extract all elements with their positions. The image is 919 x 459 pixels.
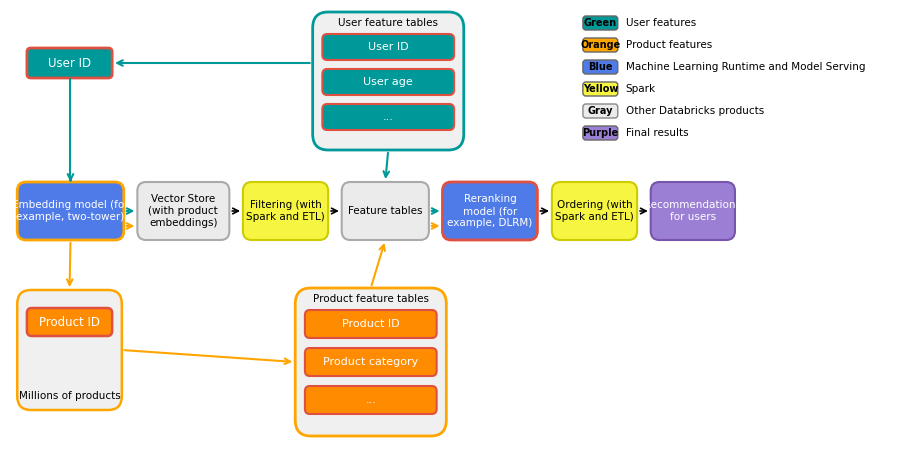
Text: Vector Store
(with product
embeddings): Vector Store (with product embeddings) bbox=[148, 194, 218, 229]
Text: Product category: Product category bbox=[323, 357, 418, 367]
FancyBboxPatch shape bbox=[322, 69, 454, 95]
Text: Yellow: Yellow bbox=[582, 84, 618, 94]
Text: User ID: User ID bbox=[368, 42, 408, 52]
FancyBboxPatch shape bbox=[27, 48, 112, 78]
Text: Gray: Gray bbox=[587, 106, 612, 116]
Text: Spark: Spark bbox=[625, 84, 655, 94]
FancyBboxPatch shape bbox=[583, 104, 617, 118]
FancyBboxPatch shape bbox=[583, 16, 617, 30]
FancyBboxPatch shape bbox=[583, 82, 617, 96]
FancyBboxPatch shape bbox=[243, 182, 328, 240]
FancyBboxPatch shape bbox=[322, 34, 454, 60]
FancyBboxPatch shape bbox=[442, 182, 537, 240]
Text: Blue: Blue bbox=[587, 62, 612, 72]
Text: Millions of products: Millions of products bbox=[18, 391, 120, 401]
Text: Filtering (with
Spark and ETL): Filtering (with Spark and ETL) bbox=[246, 200, 324, 222]
FancyBboxPatch shape bbox=[17, 182, 124, 240]
FancyBboxPatch shape bbox=[583, 126, 617, 140]
FancyBboxPatch shape bbox=[137, 182, 229, 240]
FancyBboxPatch shape bbox=[341, 182, 428, 240]
Text: User features: User features bbox=[625, 18, 695, 28]
FancyBboxPatch shape bbox=[295, 288, 446, 436]
Text: ...: ... bbox=[382, 112, 393, 122]
FancyBboxPatch shape bbox=[583, 38, 617, 52]
Text: Green: Green bbox=[584, 18, 617, 28]
Text: Embedding model (for
example, two-tower): Embedding model (for example, two-tower) bbox=[12, 200, 129, 222]
Text: Orange: Orange bbox=[580, 40, 619, 50]
Text: User ID: User ID bbox=[48, 56, 91, 69]
Text: Machine Learning Runtime and Model Serving: Machine Learning Runtime and Model Servi… bbox=[625, 62, 864, 72]
FancyBboxPatch shape bbox=[322, 104, 454, 130]
Text: ...: ... bbox=[365, 395, 376, 405]
FancyBboxPatch shape bbox=[304, 348, 437, 376]
FancyBboxPatch shape bbox=[17, 290, 121, 410]
Text: Purple: Purple bbox=[582, 128, 618, 138]
Text: User age: User age bbox=[363, 77, 413, 87]
Text: Final results: Final results bbox=[625, 128, 687, 138]
FancyBboxPatch shape bbox=[312, 12, 463, 150]
Text: Other Databricks products: Other Databricks products bbox=[625, 106, 763, 116]
Text: Ordering (with
Spark and ETL): Ordering (with Spark and ETL) bbox=[554, 200, 633, 222]
Text: Feature tables: Feature tables bbox=[347, 206, 422, 216]
Text: Recommendations
for users: Recommendations for users bbox=[643, 200, 741, 222]
FancyBboxPatch shape bbox=[583, 60, 617, 74]
Text: Product feature tables: Product feature tables bbox=[312, 294, 428, 304]
Text: Product ID: Product ID bbox=[39, 315, 100, 329]
Text: Reranking
model (for
example, DLRM): Reranking model (for example, DLRM) bbox=[447, 194, 532, 229]
FancyBboxPatch shape bbox=[27, 308, 112, 336]
FancyBboxPatch shape bbox=[304, 310, 437, 338]
FancyBboxPatch shape bbox=[650, 182, 734, 240]
FancyBboxPatch shape bbox=[304, 386, 437, 414]
Text: Product ID: Product ID bbox=[342, 319, 399, 329]
Text: User feature tables: User feature tables bbox=[338, 18, 437, 28]
FancyBboxPatch shape bbox=[551, 182, 637, 240]
Text: Product features: Product features bbox=[625, 40, 711, 50]
